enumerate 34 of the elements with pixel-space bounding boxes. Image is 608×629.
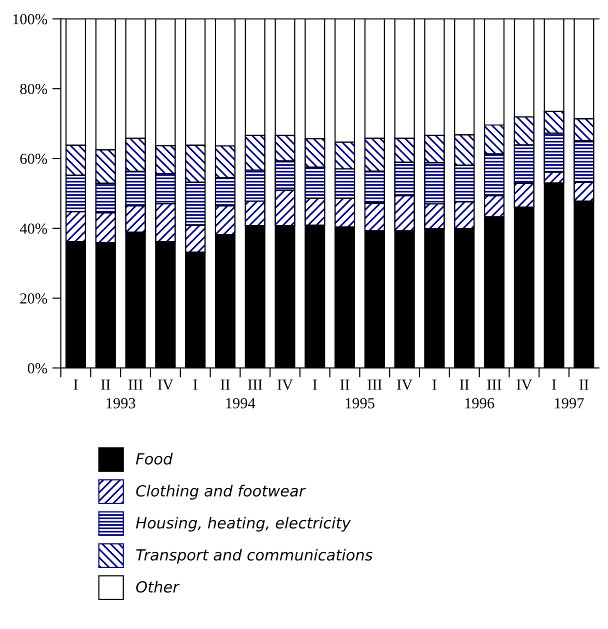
y-tick-label: 20% (20, 293, 48, 304)
legend-label: Other (136, 580, 180, 593)
y-tick-label: 100% (13, 14, 48, 24)
text: 1994 (226, 398, 256, 408)
y-tick-label: 80% (20, 84, 48, 94)
legend-label: Housing, heating, electricity (136, 516, 351, 532)
text: 1993 (106, 398, 136, 408)
x-tick-label: III (368, 380, 382, 390)
text: 1997 (555, 398, 584, 408)
x-tick-label: III (248, 380, 262, 390)
x-tick-label: II (101, 380, 110, 390)
x-tick-label: II (340, 380, 350, 390)
text: 1995 (346, 398, 374, 408)
x-tick-label: II (220, 380, 230, 390)
legend-label: Food (136, 452, 173, 465)
x-tick-label: II (460, 380, 469, 390)
legend-label: Transport and communications (136, 548, 373, 564)
x-tick-label: I (193, 380, 198, 390)
x-tick-label: I (312, 380, 317, 390)
x-tick-label: III (128, 380, 143, 390)
x-tick-label: IV (516, 380, 532, 390)
x-tick-label: I (74, 380, 78, 390)
y-tick-label: 40% (20, 223, 48, 234)
text: 1996 (465, 398, 494, 408)
legend-label: Clothing and footwear (136, 484, 306, 500)
x-tick-label: IV (397, 380, 412, 390)
x-tick-label: IV (158, 380, 174, 390)
x-tick-label: III (487, 380, 502, 390)
y-tick-label: 60% (20, 154, 48, 164)
x-tick-label: I (552, 380, 556, 390)
x-tick-label: IV (277, 380, 293, 390)
y-tick-label: 0% (28, 363, 48, 374)
x-tick-label: II (579, 380, 588, 390)
x-tick-label: I (432, 380, 436, 390)
